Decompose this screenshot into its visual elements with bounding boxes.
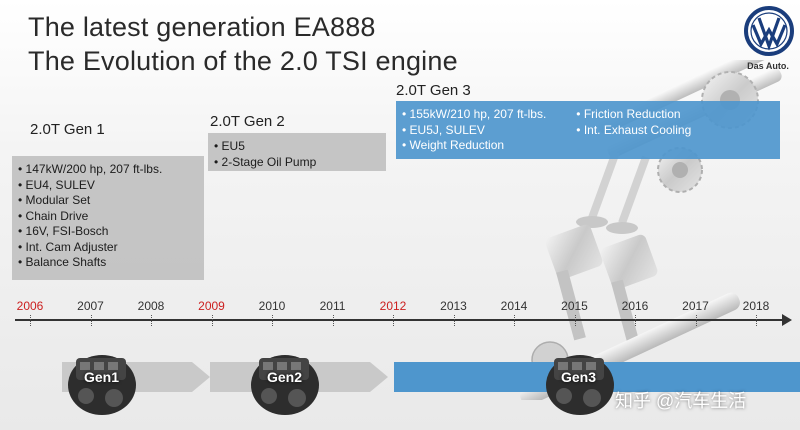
engine-block-gen1-icon xyxy=(68,355,136,415)
timeline-year: 2016 xyxy=(621,299,649,313)
gen2-feature-list: EU5 2-Stage Oil Pump xyxy=(214,139,380,170)
list-item: Int. Cam Adjuster xyxy=(18,240,198,256)
timeline-tick xyxy=(151,315,152,326)
list-item: 147kW/200 hp, 207 ft-lbs. xyxy=(18,162,198,178)
timeline-tick xyxy=(635,315,636,326)
timeline-tick xyxy=(514,315,515,326)
timeline-year: 2011 xyxy=(319,299,346,313)
timeline-year: 2014 xyxy=(500,299,528,313)
timeline-tick xyxy=(30,315,31,326)
list-item: Int. Exhaust Cooling xyxy=(576,123,691,139)
engine-block-gen3-icon xyxy=(546,355,614,415)
gen3-label: 2.0T Gen 3 xyxy=(396,82,471,99)
title-line-1: The latest generation EA888 xyxy=(28,12,376,42)
gen3-features-box: 155kW/210 hp, 207 ft-lbs. EU5J, SULEV We… xyxy=(396,101,780,159)
list-item: Chain Drive xyxy=(18,209,198,225)
gen2-label: 2.0T Gen 2 xyxy=(210,113,285,130)
slide-title: The latest generation EA888 The Evolutio… xyxy=(28,10,458,78)
timeline-year: 2015 xyxy=(561,299,588,313)
timeline-tick xyxy=(574,315,576,326)
title-line-2: The Evolution of the 2.0 TSI engine xyxy=(28,46,458,76)
watermark: 知乎 @汽车生活 xyxy=(615,391,747,411)
list-item: Balance Shafts xyxy=(18,255,198,271)
timeline-tick xyxy=(695,315,697,326)
gen2-arrow-label: Gen2 xyxy=(267,369,303,385)
vw-logo-icon xyxy=(744,6,794,56)
timeline-tick xyxy=(453,315,455,326)
timeline-tick xyxy=(272,315,273,326)
list-item: Friction Reduction xyxy=(576,107,691,123)
list-item: 155kW/210 hp, 207 ft-lbs. xyxy=(402,107,547,123)
timeline-arrowhead xyxy=(782,314,792,326)
timeline-year: 2017 xyxy=(682,299,709,313)
timeline-year: 2007 xyxy=(77,299,104,313)
list-item: 2-Stage Oil Pump xyxy=(214,155,380,171)
timeline-year: 2008 xyxy=(137,299,165,313)
gen3-feature-list-col1: 155kW/210 hp, 207 ft-lbs. EU5J, SULEV We… xyxy=(402,107,547,154)
list-item: Weight Reduction xyxy=(402,138,546,154)
logo-tagline: Das Auto. xyxy=(747,61,789,71)
timeline-year: 2009 xyxy=(198,299,225,313)
gen1-features-box: 147kW/200 hp, 207 ft-lbs. EU4, SULEV Mod… xyxy=(12,156,204,280)
timeline-axis xyxy=(15,319,785,321)
list-item: EU4, SULEV xyxy=(18,178,198,194)
timeline-tick xyxy=(393,315,394,326)
timeline-year: 2006 xyxy=(16,299,44,313)
timeline-year: 2018 xyxy=(742,299,770,313)
engine-block-gen2-icon xyxy=(251,355,319,415)
timeline-year: 2013 xyxy=(440,299,467,313)
timeline-tick xyxy=(211,315,213,326)
timeline-tick xyxy=(90,315,92,326)
gen1-label: 2.0T Gen 1 xyxy=(30,121,105,138)
list-item: 16V, FSI-Bosch xyxy=(18,224,198,240)
gen2-features-box: EU5 2-Stage Oil Pump xyxy=(208,133,386,171)
timeline-tick xyxy=(332,315,334,326)
gen1-feature-list: 147kW/200 hp, 207 ft-lbs. EU4, SULEV Mod… xyxy=(18,162,198,271)
timeline-year: 2010 xyxy=(258,299,286,313)
gen3-feature-list-col2: Friction Reduction Int. Exhaust Cooling xyxy=(576,107,691,154)
brand-logo: Das Auto. xyxy=(744,6,794,76)
timeline-year: 2012 xyxy=(379,299,407,313)
gen3-arrow-label: Gen3 xyxy=(561,369,597,385)
list-item: EU5 xyxy=(214,139,380,155)
list-item: EU5J, SULEV xyxy=(402,123,546,139)
gen1-arrow-label: Gen1 xyxy=(84,369,120,385)
timeline-tick xyxy=(756,315,757,326)
list-item: Modular Set xyxy=(18,193,198,209)
